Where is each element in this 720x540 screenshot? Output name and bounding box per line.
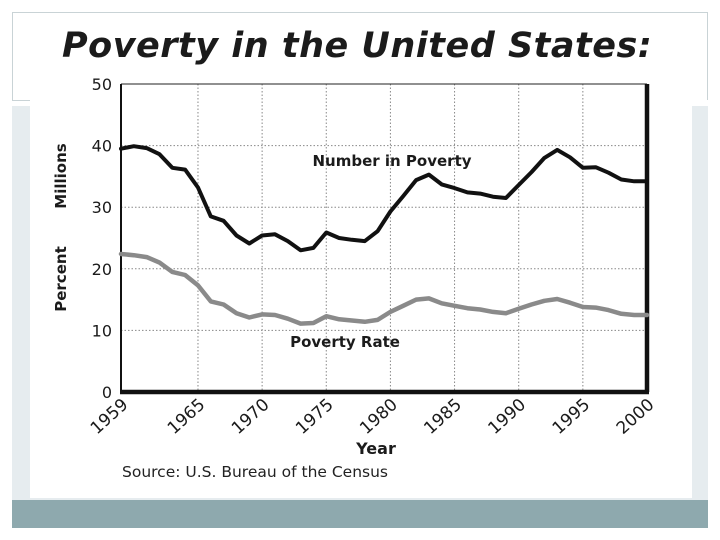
slide-frame-left: [12, 12, 13, 100]
slide-frame-right: [707, 12, 708, 100]
y-tick-label: 10: [92, 321, 112, 340]
plot-area: [121, 84, 647, 392]
y-axis-label-percent: Percent: [52, 246, 70, 311]
x-tick-label: 1970: [228, 395, 274, 439]
y-tick-label: 30: [92, 198, 112, 217]
chart-source-note: Source: U.S. Bureau of the Census: [122, 463, 389, 481]
y-axis-label-millions: Millions: [52, 143, 70, 208]
x-tick-label: 1965: [164, 395, 210, 439]
x-tick-label: 1985: [420, 395, 466, 439]
x-tick-label: 2000: [613, 395, 659, 439]
slide-frame-top: [12, 12, 708, 13]
x-axis-label: Year: [355, 439, 396, 458]
x-tick-label: 1975: [292, 395, 338, 439]
x-tick-label: 1980: [356, 395, 402, 439]
series-line-poverty-rate: [118, 251, 650, 326]
annotation-number-in-poverty: Number in Poverty: [312, 152, 471, 170]
x-tick-label: 1995: [549, 395, 595, 439]
slide-footer-bar: [12, 500, 708, 528]
annotation-poverty-rate: Poverty Rate: [290, 333, 400, 351]
y-tick-label: 50: [92, 75, 112, 94]
y-tick-label: 40: [92, 137, 112, 156]
y-tick-label: 20: [92, 260, 112, 279]
y-tick-label: 0: [102, 383, 112, 402]
chart-title: Poverty in the United States:: [62, 26, 653, 66]
series-line-number-in-poverty: [119, 144, 649, 253]
x-tick-label: 1990: [485, 395, 531, 439]
